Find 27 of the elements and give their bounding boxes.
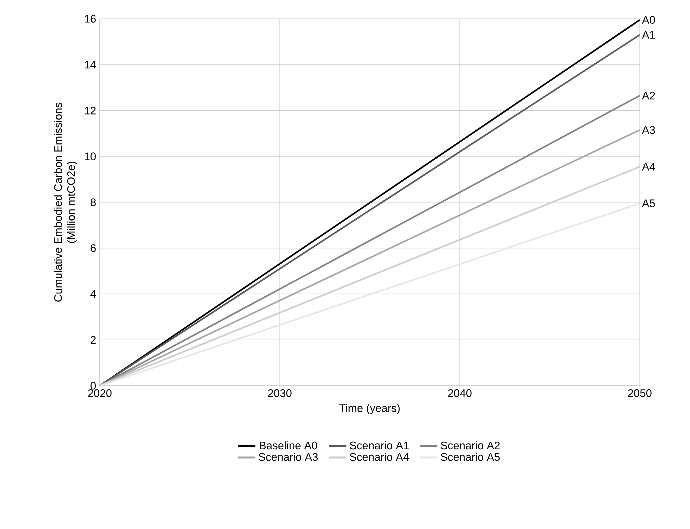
- x-tick-label: 2030: [268, 390, 292, 398]
- text: A5: [642, 200, 656, 208]
- legend-label: Scenario A2: [441, 442, 500, 450]
- y-tick-label: 8: [90, 198, 96, 206]
- x-tick-label: 2020: [88, 390, 112, 398]
- x-axis-title: Time (years): [340, 404, 400, 414]
- y-tick-label: 6: [90, 244, 96, 252]
- x-tick-label: 2050: [628, 390, 652, 398]
- y-tick-label: 4: [90, 290, 96, 298]
- legend-label: Scenario A3: [259, 453, 318, 462]
- y-tick-label: 2: [90, 336, 96, 344]
- text: A0: [642, 16, 656, 24]
- y-tick-label: 14: [85, 61, 96, 69]
- y-tick-label: 0: [90, 382, 96, 390]
- y-tick-label: 10: [85, 152, 96, 161]
- text: A1: [642, 31, 656, 39]
- y-tick-label: 16: [85, 15, 96, 23]
- legend-label: Scenario A4: [350, 453, 410, 462]
- y-tick-label: 12: [85, 106, 96, 115]
- legend-label: Scenario A5: [441, 453, 500, 462]
- text: A4: [642, 163, 656, 171]
- text: A2: [642, 92, 656, 100]
- text: A3: [642, 126, 656, 134]
- legend-label: Scenario A1: [350, 442, 409, 450]
- x-tick-label: 2040: [448, 390, 472, 398]
- legend-label: Baseline A0: [260, 442, 318, 450]
- y-axis-title: Cumulative Embodied Carbon Emissions (Million mtCO2e): [54, 102, 78, 302]
